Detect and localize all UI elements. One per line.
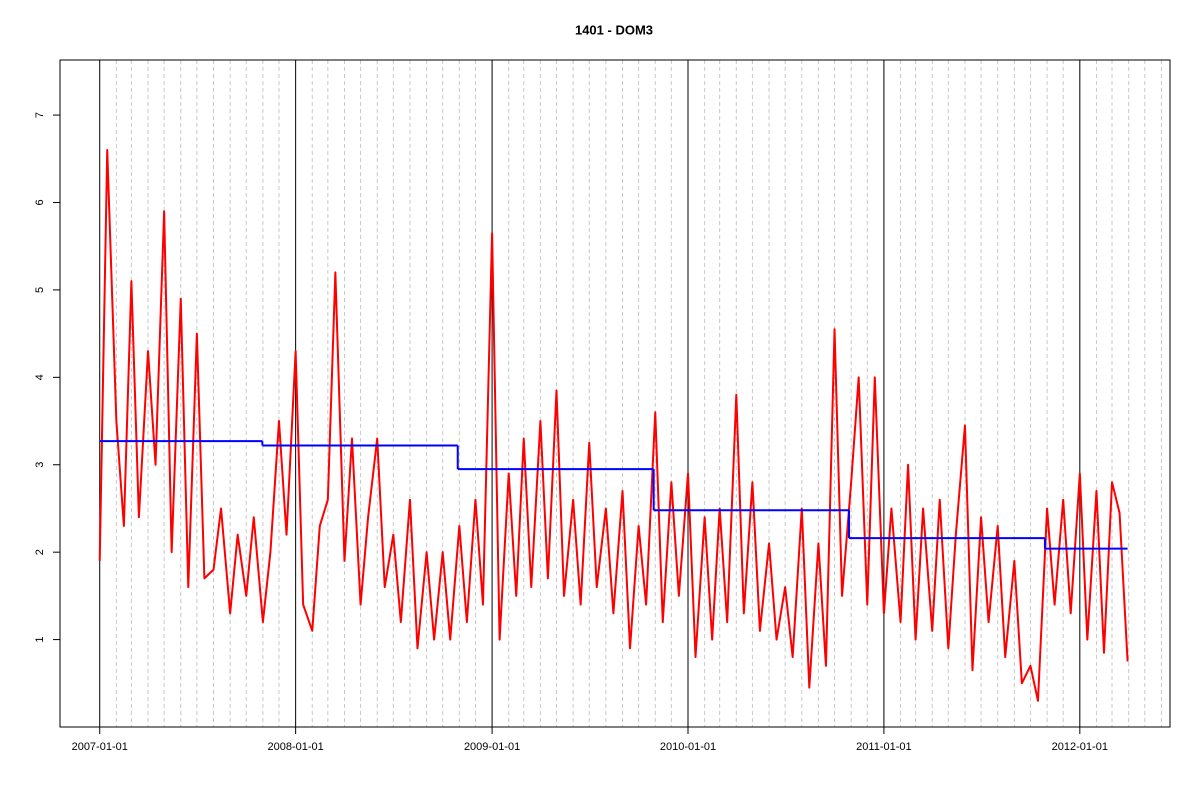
x-tick-label: 2008-01-01	[267, 741, 323, 753]
x-tick-label: 2009-01-01	[464, 741, 520, 753]
y-tick-label: 3	[34, 462, 46, 468]
data-line	[98, 149, 1129, 702]
plot-frame	[59, 59, 1171, 728]
chart-title: 1401 - DOM3	[575, 22, 653, 37]
y-tick-label: 2	[34, 549, 46, 555]
y-tick-label: 7	[34, 112, 46, 118]
x-tick-label: 2011-01-01	[856, 741, 911, 753]
y-tick-label: 4	[34, 374, 46, 380]
x-tick-label: 2010-01-01	[660, 741, 716, 753]
x-tick-label: 2012-01-01	[1052, 741, 1108, 753]
y-tick-label: 5	[34, 287, 46, 293]
y-tick-label: 1	[34, 637, 46, 643]
x-tick-label: 2007-01-01	[72, 741, 128, 753]
y-tick-label: 6	[34, 199, 46, 205]
